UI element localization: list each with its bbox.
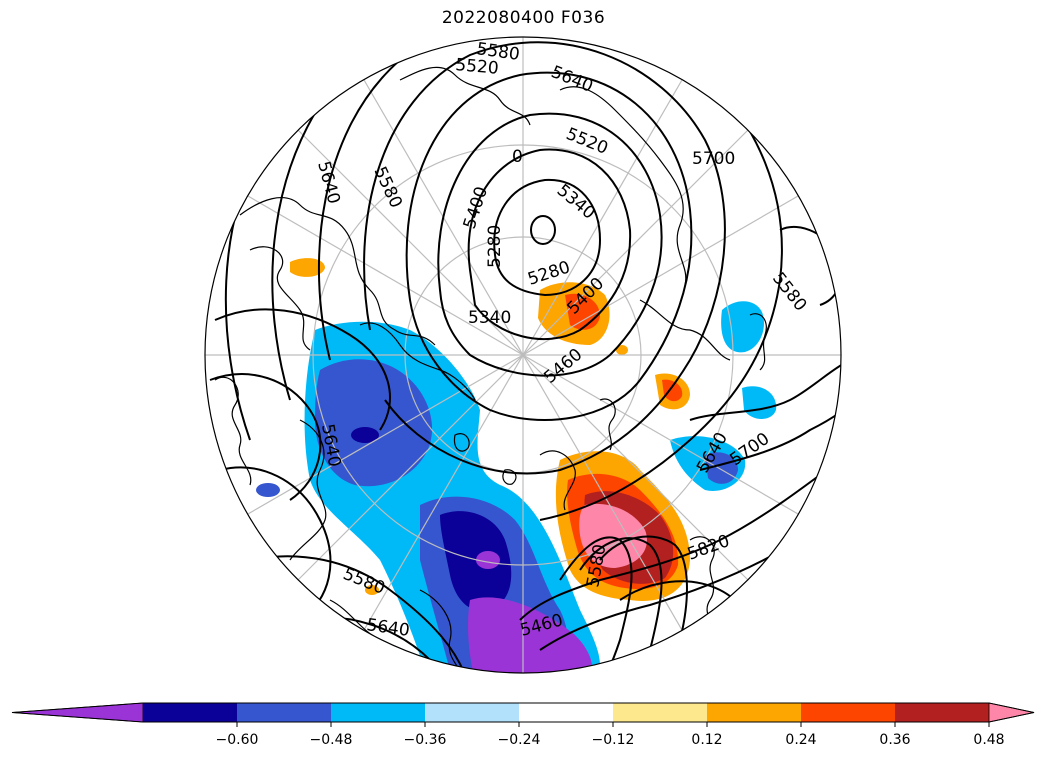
colorbar-tick-label: −0.48 [310,732,353,748]
contour-label: 5340 [468,308,511,328]
colorbar-segment [519,703,613,722]
contour-label: 5700 [692,149,735,169]
colorbar-tick-label: −0.12 [592,732,635,748]
colorbar-segment [143,703,237,722]
colorbar-segment [707,703,801,722]
negative-dark-region [351,427,379,443]
colorbar-tick-label: −0.36 [404,732,447,748]
contour-label: 0 [512,147,523,167]
map-title: 2022080400 F036 [441,8,606,28]
colorbar-segment [425,703,519,722]
colorbar-segment [331,703,425,722]
colorbar-tick-label: 0.24 [785,732,816,748]
anomaly-shading [256,258,777,673]
colorbar-segment [895,703,989,722]
colorbar-segment [613,703,707,722]
negative-patch [256,483,280,497]
colorbar-segment [237,703,331,722]
contour-label: 5520 [455,55,500,79]
colorbar-tick-label: 0.12 [691,732,722,748]
graticule [205,37,841,673]
contour-label: 5280 [485,225,505,268]
map-boundary [204,36,842,674]
positive-patch [616,345,628,355]
positive-patch [365,585,379,595]
negative-patch-mid [705,452,738,484]
colorbar: −0.60 −0.48 −0.36 −0.24 −0.12 0.12 0.24 0.36 0.4… [11,702,1035,748]
colorbar-tick-label: 0.36 [879,732,910,748]
colorbar-tick-label: 0.48 [973,732,1004,748]
colorbar-segment [801,703,895,722]
colorbar-extend-low [11,702,144,723]
negative-mid-region [315,359,433,487]
colorbar-extend-high [988,702,1035,723]
colorbar-outline [11,702,1035,723]
negative-dark-region [440,511,512,611]
colorbar-tick-label: −0.24 [498,732,541,748]
colorbar-tick-label: −0.60 [216,732,259,748]
positive-patch-red [662,379,683,402]
positive-patch [290,258,325,277]
negative-purple-region [476,551,500,569]
